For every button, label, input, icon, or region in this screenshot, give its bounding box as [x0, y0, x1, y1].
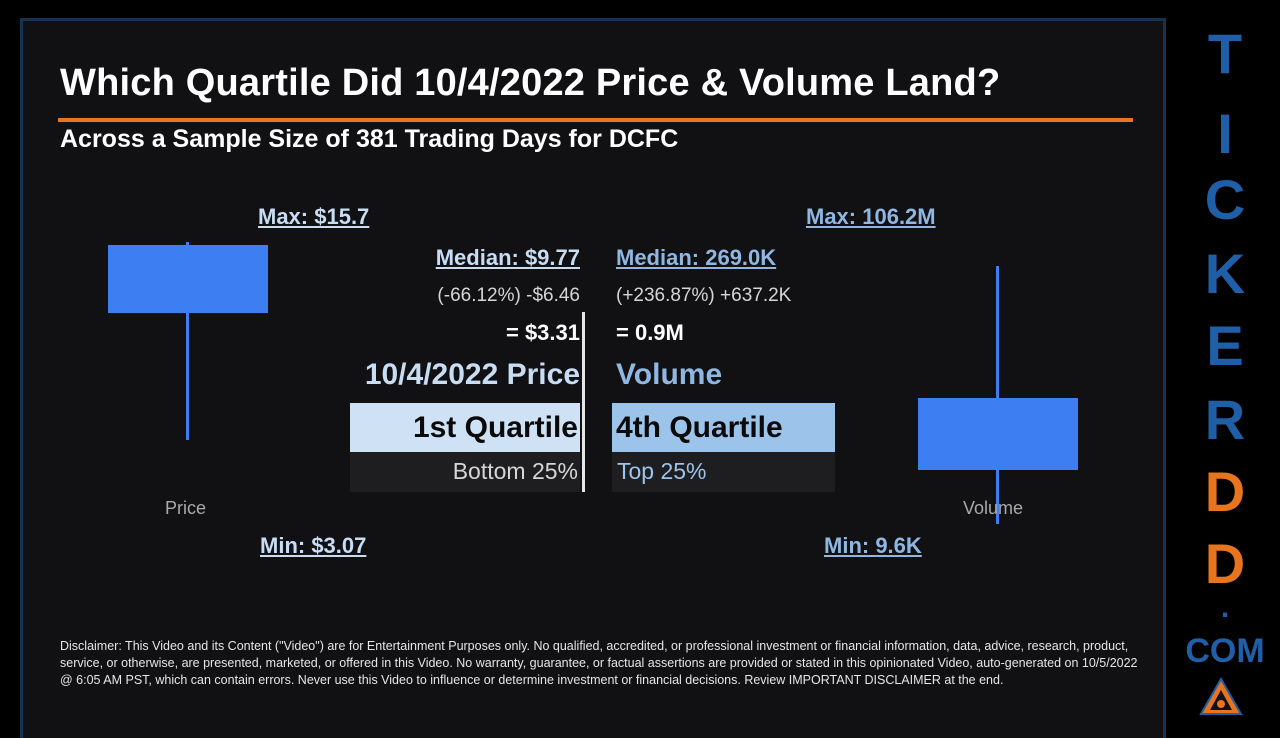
volume-heading: Volume	[616, 358, 723, 391]
disclaimer-text: Disclaimer: This Video and its Content (…	[60, 639, 1138, 687]
brand-com: COM	[1185, 632, 1265, 670]
brand-letter: D	[1204, 460, 1246, 523]
volume-min-label: Min: 9.6K	[824, 533, 922, 558]
brand-letter: R	[1204, 388, 1246, 451]
price-change-text: (-66.12%) -$6.46	[437, 285, 580, 306]
brand-dot: .	[1220, 591, 1230, 624]
brand-letter: E	[1206, 314, 1244, 377]
volume-max-label: Max: 106.2M	[806, 204, 936, 229]
brand-letter: T	[1207, 22, 1243, 85]
brand-letter: I	[1217, 102, 1233, 165]
price-quartile-desc: Bottom 25%	[350, 452, 580, 492]
brand-letter: C	[1204, 168, 1246, 231]
brand-letter: K	[1204, 242, 1246, 305]
brand-triangle-icon	[1199, 676, 1243, 715]
volume-median-label: Median: 269.0K	[616, 245, 777, 270]
volume-whisker	[996, 266, 999, 524]
volume-quartile-desc: Top 25%	[612, 452, 835, 492]
price-whisker	[186, 242, 189, 440]
volume-box	[918, 398, 1078, 470]
slide-panel	[20, 18, 1166, 738]
volume-change-text: (+236.87%) +637.2K	[616, 285, 792, 306]
center-divider	[582, 312, 585, 492]
price-axis-label: Price	[165, 498, 207, 518]
price-result-text: = $3.31	[505, 320, 580, 345]
volume-axis-label: Volume	[963, 498, 1024, 518]
volume-result-text: = 0.9M	[616, 320, 684, 345]
price-median-label: Median: $9.77	[435, 245, 580, 270]
price-box	[108, 245, 268, 313]
slide-subtitle: Across a Sample Size of 381 Trading Days…	[60, 125, 679, 153]
brand-letter: D	[1204, 532, 1246, 595]
price-min-label: Min: $3.07	[260, 533, 367, 558]
price-max-label: Max: $15.7	[258, 204, 370, 229]
price-quartile-badge: 1st Quartile	[350, 403, 580, 452]
volume-quartile-badge: 4th Quartile	[612, 403, 835, 452]
price-heading: 10/4/2022 Price	[364, 358, 580, 391]
title-underline	[58, 118, 1133, 122]
slide-title: Which Quartile Did 10/4/2022 Price & Vol…	[60, 62, 1001, 104]
